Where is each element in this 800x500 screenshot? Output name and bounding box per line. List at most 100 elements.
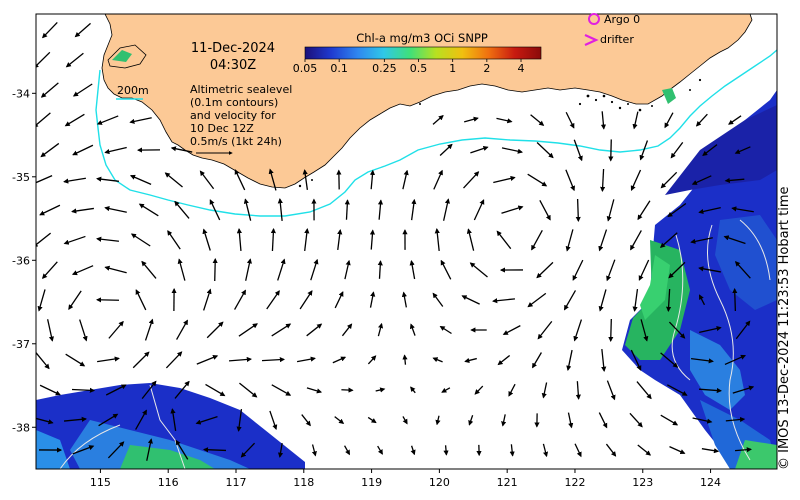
velocity-arrow [104, 206, 127, 213]
velocity-arrow [135, 289, 147, 311]
velocity-arrow [196, 355, 219, 365]
velocity-arrow [236, 409, 243, 432]
x-tick-label: 123 [632, 476, 653, 489]
velocity-arrow [302, 169, 309, 190]
velocity-arrow [598, 229, 608, 252]
coastal-chlorophyll-patch [112, 50, 132, 62]
velocity-arrow [138, 203, 159, 217]
velocity-arrow [496, 117, 513, 124]
velocity-arrow [41, 21, 58, 39]
velocity-arrow [341, 323, 353, 337]
velocity-arrow [202, 228, 211, 251]
velocity-arrow [176, 319, 188, 340]
velocity-arrow [341, 387, 354, 393]
velocity-arrow [377, 322, 384, 337]
velocity-arrow [104, 146, 127, 155]
velocity-arrow [606, 199, 615, 222]
velocity-arrow [668, 321, 686, 339]
velocity-arrow [572, 259, 584, 281]
velocity-arrow [531, 230, 543, 251]
velocity-arrow [573, 319, 583, 342]
velocity-arrow [474, 385, 484, 395]
velocity-arrow [146, 438, 153, 461]
velocity-arrow [299, 290, 313, 310]
velocity-arrow [41, 261, 58, 279]
altimetry-line-3: and velocity for [190, 109, 276, 122]
velocity-arrow [402, 416, 408, 425]
velocity-arrow [245, 258, 252, 281]
velocity-arrow [724, 177, 745, 184]
velocity-arrow [731, 206, 754, 213]
velocity-arrow [695, 113, 708, 127]
velocity-arrow [464, 357, 477, 363]
velocity-arrow [377, 445, 383, 455]
velocity-arrow [734, 261, 751, 279]
legend: Argo 0 drifter [584, 13, 640, 47]
velocity-arrow [130, 233, 151, 247]
velocity-arrow [270, 227, 276, 252]
velocity-arrow [277, 198, 283, 222]
time-label: 04:30Z [210, 58, 256, 73]
chlorophyll-swath-east [622, 90, 777, 469]
velocity-arrow [565, 229, 574, 252]
velocity-arrow [141, 260, 157, 279]
velocity-arrow [666, 384, 688, 396]
velocity-arrow [36, 417, 54, 425]
velocity-arrow [692, 417, 713, 424]
velocity-arrow [723, 235, 746, 245]
velocity-arrow [632, 289, 639, 312]
velocity-arrow [659, 232, 678, 248]
velocity-arrow [432, 357, 443, 363]
velocity-arrow [266, 290, 280, 310]
velocity-arrow [493, 175, 516, 184]
velocity-arrow [473, 199, 485, 221]
velocity-arrow [442, 198, 451, 221]
velocity-arrow [344, 199, 350, 220]
y-tick-label: -36 [12, 254, 30, 267]
velocity-arrow [234, 289, 246, 310]
velocity-arrow [698, 266, 721, 273]
velocity-arrow [271, 384, 292, 396]
velocity-arrow [527, 173, 548, 187]
colorbar-title: Chl-a mg/m3 OCi SNPP [356, 31, 488, 45]
coastal-chlorophyll-patch-east [662, 88, 676, 104]
velocity-arrow [605, 443, 617, 457]
x-tick-label: 120 [429, 476, 450, 489]
x-tick-label: 116 [158, 476, 179, 489]
velocity-arrow [637, 444, 652, 456]
velocity-arrow [64, 113, 85, 127]
colorbar-bar [304, 46, 542, 60]
velocity-arrow [71, 207, 94, 214]
velocity-arrow [261, 357, 286, 363]
velocity-arrow [175, 439, 189, 460]
velocity-arrow [565, 111, 575, 129]
velocity-arrow [367, 355, 377, 365]
velocity-arrow [668, 261, 686, 279]
velocity-arrow [701, 448, 720, 454]
velocity-arrow [343, 445, 351, 456]
drifter-label: drifter [600, 33, 634, 46]
velocity-arrow [310, 258, 319, 281]
velocity-arrow [334, 291, 344, 309]
velocity-arrow [501, 147, 524, 154]
velocity-arrow [691, 357, 714, 364]
y-axis: -34 -35 -36 -37 -38 [12, 87, 36, 434]
velocity-arrow [167, 230, 181, 250]
date-label: 11-Dec-2024 [191, 41, 275, 56]
velocity-arrow [527, 292, 547, 308]
velocity-arrow [470, 145, 489, 154]
velocity-arrow [542, 443, 549, 458]
velocity-arrow [536, 261, 554, 279]
altimetry-line-5: 0.5m/s (1kt 24h) [190, 135, 282, 148]
velocity-arrow [732, 385, 755, 394]
colorbar-tick-label: 0.25 [372, 62, 397, 75]
velocity-arrow [129, 174, 152, 185]
velocity-arrow [660, 352, 679, 368]
velocity-arrow [702, 144, 718, 157]
velocity-arrow [375, 387, 386, 393]
velocity-arrow [566, 349, 573, 371]
velocity-arrow [212, 257, 218, 282]
velocity-arrow [199, 170, 215, 190]
velocity-arrow [129, 117, 152, 124]
